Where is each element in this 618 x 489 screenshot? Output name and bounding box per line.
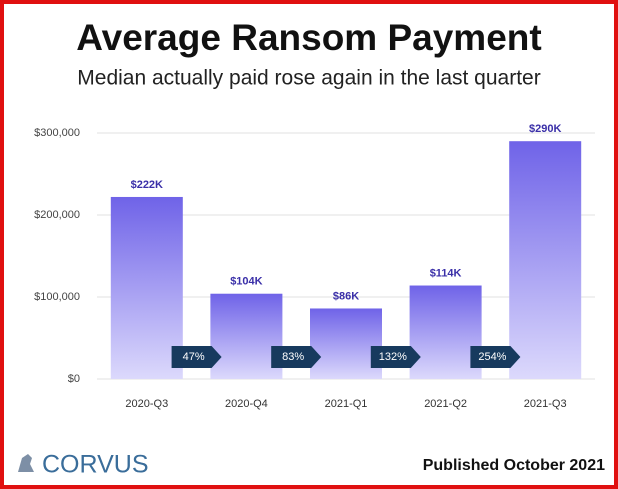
bar	[210, 293, 283, 379]
logo: CORVUS	[18, 451, 149, 479]
bar	[110, 196, 183, 379]
value-label: $86K	[333, 290, 359, 302]
y-tick-label: $100,000	[34, 291, 80, 303]
y-tick-label: $300,000	[34, 127, 80, 139]
x-tick-label: 2020-Q4	[225, 398, 268, 410]
growth-label: 83%	[282, 351, 304, 363]
growth-label: 254%	[478, 351, 506, 363]
growth-arrow	[271, 346, 322, 368]
y-tick-label: $0	[68, 373, 80, 385]
chart-title: Average Ransom Payment	[76, 17, 541, 58]
y-tick-label: $200,000	[34, 209, 80, 221]
logo-icon	[18, 454, 34, 472]
growth-arrow	[470, 346, 521, 368]
bar	[409, 285, 482, 379]
value-label: $114K	[430, 267, 462, 279]
published-note: Published October 2021	[423, 457, 605, 474]
x-tick-label: 2020-Q3	[125, 398, 168, 410]
x-tick-label: 2021-Q3	[524, 398, 567, 410]
growth-label: 47%	[183, 351, 205, 363]
growth-label: 132%	[379, 351, 407, 363]
bar	[509, 141, 582, 379]
value-label: $290K	[529, 123, 561, 135]
x-tick-label: 2021-Q2	[424, 398, 467, 410]
x-tick-label: 2021-Q1	[325, 398, 368, 410]
logo-text: CORVUS	[42, 451, 149, 479]
bar	[310, 308, 382, 379]
growth-arrow	[370, 346, 421, 368]
value-label: $104K	[230, 276, 262, 288]
value-label: $222K	[131, 179, 163, 191]
chart-subtitle: Median actually paid rose again in the l…	[77, 67, 540, 90]
growth-arrow	[171, 346, 222, 368]
